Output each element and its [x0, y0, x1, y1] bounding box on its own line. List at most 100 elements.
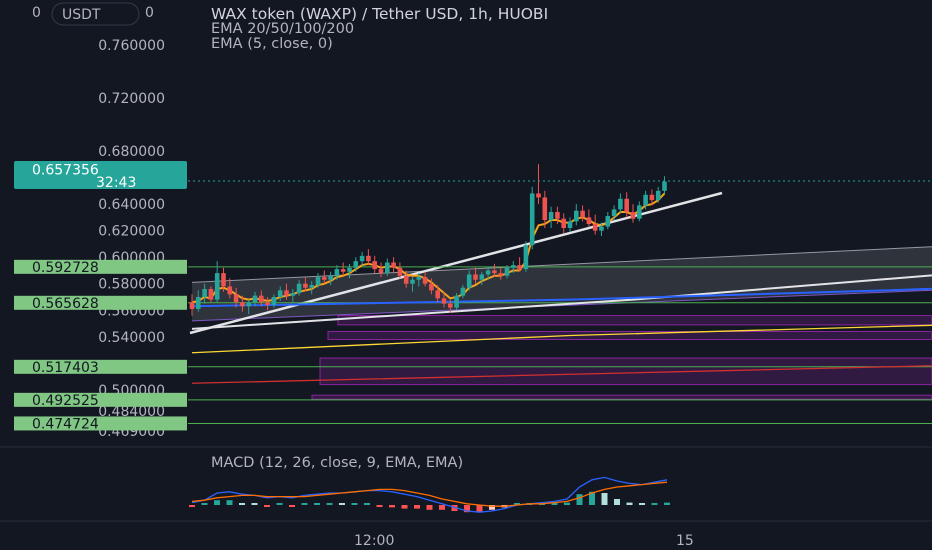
candle-body — [529, 193, 535, 246]
y-tick-label: 0.484000 — [98, 404, 165, 420]
macd-histogram-bar — [289, 505, 295, 507]
macd-histogram-bar — [301, 503, 308, 505]
indicator-ema5: EMA (5, close, 0) — [211, 36, 333, 52]
candle-body — [637, 205, 642, 219]
candle-body — [410, 279, 415, 284]
ema5-line — [191, 192, 666, 304]
macd-signal-line — [191, 481, 668, 507]
candle-body — [378, 269, 384, 274]
y-tick-label: 0.640000 — [98, 197, 165, 213]
candle-body — [259, 295, 264, 303]
candle-body — [208, 289, 214, 300]
current-price-box — [14, 161, 187, 189]
macd-histogram-bar — [264, 505, 270, 507]
macd-histogram-bar — [339, 503, 345, 505]
current-price-label: 0.657356 32:43 — [14, 161, 187, 191]
currency-badge-outline[interactable] — [51, 2, 140, 26]
candle-body — [265, 302, 270, 305]
candle-body — [441, 298, 447, 304]
candle-body — [454, 295, 459, 308]
candle-body — [435, 290, 440, 299]
candle-body — [599, 226, 604, 231]
candle-body — [655, 190, 661, 201]
candle-body — [624, 198, 629, 213]
macd-histogram-bar — [201, 503, 208, 505]
ema20-line — [191, 274, 932, 330]
ema100-line — [191, 324, 932, 354]
candle-body — [504, 267, 510, 276]
macd-histogram-bar — [576, 494, 583, 505]
support-levels — [188, 266, 932, 424]
macd-histogram-bar — [314, 503, 320, 505]
candle-body — [429, 283, 434, 291]
candle-body — [202, 289, 207, 297]
candle-body — [328, 275, 333, 280]
candle-body — [649, 194, 655, 201]
y-tick-label: 0.680000 — [98, 144, 165, 160]
macd-histogram-bar — [639, 503, 645, 505]
candle-body — [290, 293, 296, 296]
price-axis: 0.760000 0.720000 0.680000 0.640000 0.620000… — [98, 38, 165, 440]
resistance-zone — [319, 357, 932, 386]
candle-body — [296, 283, 302, 294]
y-tick-label: 0.760000 — [98, 38, 165, 54]
candle-body — [315, 277, 321, 286]
resistance-zones — [311, 315, 932, 400]
currency-badge-label[interactable]: USDT — [62, 7, 101, 23]
resistance-zone — [327, 331, 932, 340]
level-label-text: 0.517403 — [32, 360, 99, 376]
ema50-line — [191, 287, 932, 308]
candle-body — [561, 218, 566, 228]
candle-body — [555, 212, 560, 219]
candle-body — [630, 212, 636, 219]
currency-badge[interactable]: 0 USDT 0 — [32, 2, 154, 26]
candle-body — [485, 270, 491, 275]
resistance-zone — [311, 394, 932, 400]
level-label-box — [14, 295, 187, 310]
macd-histogram-bar — [426, 505, 433, 510]
candle-body — [523, 245, 529, 270]
macd-histogram-bar — [239, 503, 245, 505]
indicator-ema-group: EMA 20/50/100/200 — [211, 21, 354, 37]
macd-histogram-bar — [589, 491, 595, 505]
macd-histogram-bar — [601, 493, 608, 505]
candle-body — [448, 303, 453, 308]
candle-body — [662, 181, 667, 191]
macd-histogram-bar — [251, 503, 258, 505]
candle-body — [277, 290, 283, 297]
candle-body — [240, 302, 245, 307]
y-tick-label: 0.580000 — [98, 277, 165, 293]
candle-body — [473, 274, 478, 280]
resistance-zone — [337, 315, 932, 326]
macd-histogram-bar — [376, 505, 383, 507]
candle-body — [403, 275, 409, 284]
candle-body — [611, 209, 617, 217]
macd-histogram-bar — [476, 505, 483, 513]
current-price-value: 0.657356 — [32, 163, 99, 179]
badge-right-value: 0 — [145, 5, 154, 21]
level-label-text: 0.474724 — [32, 416, 99, 432]
candle-body — [385, 262, 390, 274]
macd-histogram-bar — [514, 503, 520, 505]
candle-body — [548, 212, 554, 221]
candle-body — [252, 295, 258, 303]
level-label-box — [14, 259, 187, 274]
macd-histogram-bar — [551, 503, 558, 505]
candle-body — [189, 302, 195, 309]
candle-body — [466, 274, 472, 288]
macd-histogram-bar — [189, 505, 195, 507]
candle-body — [586, 217, 592, 224]
candle-body — [492, 270, 497, 274]
macd-histogram-bar — [651, 503, 658, 505]
candle-body — [340, 269, 346, 272]
level-label-text: 0.565628 — [32, 296, 99, 312]
level-label-box — [14, 359, 187, 374]
candle-body — [246, 302, 251, 307]
candle-body — [359, 255, 365, 262]
candle-body — [580, 210, 585, 218]
candle-body — [397, 267, 403, 276]
macd-pane — [189, 476, 670, 513]
macd-histogram-bar — [489, 505, 495, 510]
candle-body — [227, 286, 233, 295]
